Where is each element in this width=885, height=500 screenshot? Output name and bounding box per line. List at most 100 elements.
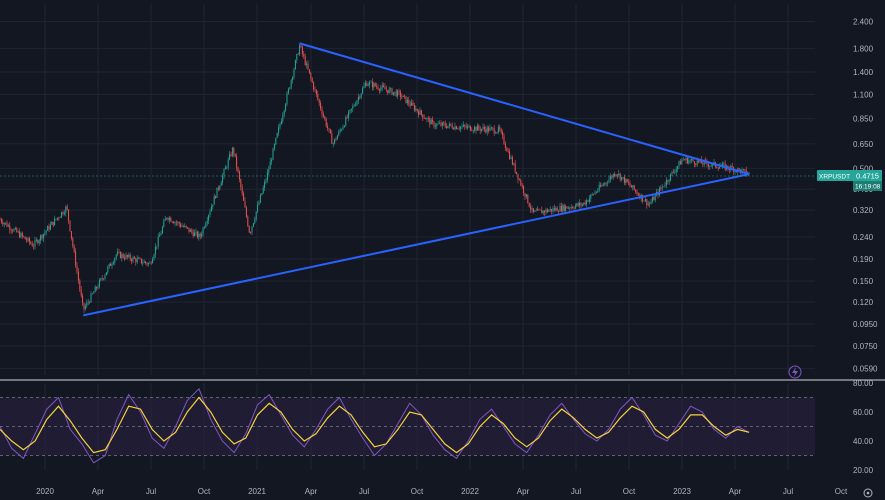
candle-body <box>618 173 620 176</box>
candle-body <box>86 302 88 307</box>
candle-body <box>210 206 212 212</box>
candle-body <box>483 127 485 130</box>
candle-body <box>202 227 204 235</box>
candle-body <box>524 193 526 197</box>
candle-body <box>584 202 586 205</box>
candle-body <box>72 238 74 247</box>
candle-body <box>465 126 467 128</box>
candle-body <box>710 165 712 167</box>
candle-body <box>311 78 313 83</box>
candle-body <box>415 108 417 111</box>
candle-body <box>490 127 492 129</box>
candle-body <box>331 133 333 144</box>
candle-body <box>635 189 637 192</box>
candle-body <box>510 157 512 159</box>
candle-body <box>464 124 466 127</box>
candle-body <box>534 210 536 212</box>
rsi-line <box>0 387 750 464</box>
candle-body <box>376 86 378 87</box>
candle-body <box>234 153 236 157</box>
candle-body <box>548 210 550 212</box>
candle-body <box>335 139 337 140</box>
candle-body <box>54 218 56 226</box>
candle-body <box>653 197 655 201</box>
candle-body <box>310 72 312 79</box>
candle-body <box>668 180 670 182</box>
candle-body <box>684 159 686 161</box>
candle-body <box>507 151 509 152</box>
candle-body <box>48 226 50 230</box>
candle-body <box>189 229 191 232</box>
candle-body <box>16 228 18 233</box>
candle-body <box>188 227 190 232</box>
candle-body <box>600 185 602 187</box>
candle-body <box>511 157 513 165</box>
candle-body <box>345 117 347 126</box>
time-axis[interactable]: 2020 Apr Jul Oct 2021 Apr Jul Oct 2022 Apr Jul Oct 2… <box>36 487 848 496</box>
candle-body <box>33 246 35 247</box>
candle-body <box>681 160 683 165</box>
candle-body <box>101 278 103 280</box>
candle-body <box>427 117 429 119</box>
candle-body <box>259 195 261 203</box>
candle-body <box>138 258 140 259</box>
candle-body <box>342 126 344 130</box>
candle-body <box>658 188 660 196</box>
candle-body <box>411 102 413 106</box>
candle-body <box>590 194 592 199</box>
candle-body <box>423 117 425 119</box>
candle-body <box>475 127 477 131</box>
candle-body <box>573 207 575 209</box>
candle-body <box>364 83 366 86</box>
rsi-axis[interactable]: 80.00 60.00 40.00 20.00 <box>853 379 874 475</box>
candle-body <box>334 139 336 144</box>
candle-body <box>619 173 621 180</box>
candle-body <box>594 192 596 195</box>
candle-body <box>698 160 700 162</box>
candle-body <box>69 220 71 232</box>
candle-body <box>6 222 8 227</box>
candle-body <box>264 182 266 188</box>
candle-body <box>38 240 40 244</box>
candle-body <box>34 240 36 247</box>
candle-body <box>636 191 638 195</box>
candle-body <box>55 218 57 220</box>
candle-body <box>348 111 350 118</box>
candle-body <box>362 88 364 94</box>
symbol-price-tag[interactable]: XRPUSDT 0.4715 16:19:08 <box>817 170 882 191</box>
candle-body <box>593 194 595 195</box>
candle-body <box>244 200 246 208</box>
candle-body <box>301 47 303 54</box>
candle-body <box>24 236 26 240</box>
candle-body <box>35 240 37 241</box>
lightning-icon[interactable] <box>788 365 802 379</box>
candle-body <box>586 200 588 205</box>
candle-body <box>615 174 617 177</box>
candle-body <box>430 119 432 125</box>
candle-body <box>357 96 359 101</box>
candle-body <box>300 45 302 48</box>
price-axis[interactable]: 2.4001.8001.4001.1000.8500.6500.5000.400… <box>853 17 878 373</box>
candle-body <box>608 179 610 183</box>
candle-body <box>682 159 684 161</box>
candle-body <box>299 45 301 55</box>
time-tick-label: Oct <box>835 487 848 496</box>
candle-body <box>58 217 60 219</box>
candle-body <box>474 127 476 131</box>
candle-body <box>178 222 180 225</box>
candle-body <box>616 174 618 176</box>
candle-body <box>147 263 149 265</box>
candle-body <box>674 172 676 173</box>
candles <box>0 43 750 313</box>
time-tick-label: Oct <box>411 487 424 496</box>
candle-body <box>156 246 158 247</box>
price-tick-label: 0.650 <box>853 140 874 149</box>
rsi-pane <box>0 387 815 464</box>
candle-body <box>689 160 691 161</box>
candle-body <box>531 208 533 210</box>
gear-icon[interactable] <box>863 488 873 498</box>
candle-body <box>349 109 351 112</box>
candle-body <box>346 117 348 118</box>
candle-body <box>422 114 424 118</box>
